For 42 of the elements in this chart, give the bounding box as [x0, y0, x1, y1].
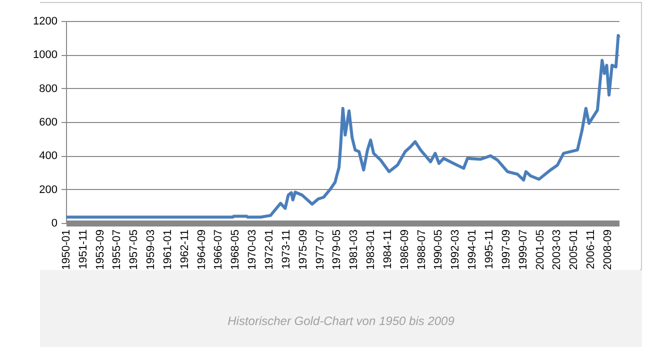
x-tick-label: 1970-03 — [246, 230, 259, 270]
x-tick-label: 2001-05 — [534, 230, 546, 270]
x-tick-label: 1988-07 — [416, 230, 428, 270]
x-tick-label: 1951-11 — [77, 230, 90, 270]
x-tick-label: 1997-09 — [500, 230, 512, 270]
x-tick-label: 1968-05 — [230, 230, 242, 270]
x-tick-label: 1992-03 — [450, 230, 462, 270]
x-tick-label: 2008-09 — [602, 230, 614, 270]
x-tick-label: 1979-05 — [331, 230, 344, 270]
x-tick-label: 1957-05 — [128, 230, 140, 270]
x-tick-label: 1995-11 — [484, 230, 496, 270]
x-tick-label: 2003-03 — [551, 230, 564, 270]
y-tick-label: 400 — [39, 150, 58, 162]
x-tick-label: 1950-01 — [60, 230, 72, 270]
x-tick-label: 1964-09 — [196, 230, 208, 270]
x-tick-label: 2006-11 — [585, 230, 598, 270]
y-tick-label: 600 — [39, 116, 58, 128]
x-tick-label: 1990-05 — [432, 230, 445, 270]
x-tick-label: 1983-01 — [365, 230, 378, 270]
x-tick-label: 1984-11 — [382, 230, 394, 270]
x-tick-label: 1966-07 — [212, 230, 225, 270]
x-tick-label: 1953-09 — [94, 230, 106, 270]
text: Historischer Gold-Chart von 1950 bis 2009 — [226, 314, 456, 328]
y-tick-label: 1000 — [33, 49, 58, 62]
x-tick-label: 1972-01 — [264, 230, 276, 270]
x-tick-label: 1999-07 — [517, 230, 530, 270]
y-tick-label: 200 — [39, 184, 58, 196]
x-tick-label: 1975-09 — [297, 230, 310, 270]
x-tick-label: 1973-11 — [280, 230, 292, 270]
x-tick-label: 1994-01 — [466, 230, 479, 270]
x-tick-label: 1962-11 — [178, 230, 191, 270]
line-series — [64, 34, 620, 219]
x-tick-label: 2005-01 — [568, 230, 580, 270]
x-tick-label: 1959-03 — [145, 230, 158, 270]
y-tick-label: 800 — [39, 82, 58, 95]
x-tick-label: 1977-07 — [314, 230, 326, 270]
x-tick-label: 1981-03 — [348, 230, 360, 270]
y-tick-label: 0 — [51, 218, 58, 230]
x-tick-label: 1955-07 — [111, 230, 124, 270]
y-tick-label: 1200 — [33, 16, 58, 28]
x-tick-label: 1986-09 — [398, 230, 411, 270]
x-tick-label: 1961-01 — [162, 230, 174, 270]
